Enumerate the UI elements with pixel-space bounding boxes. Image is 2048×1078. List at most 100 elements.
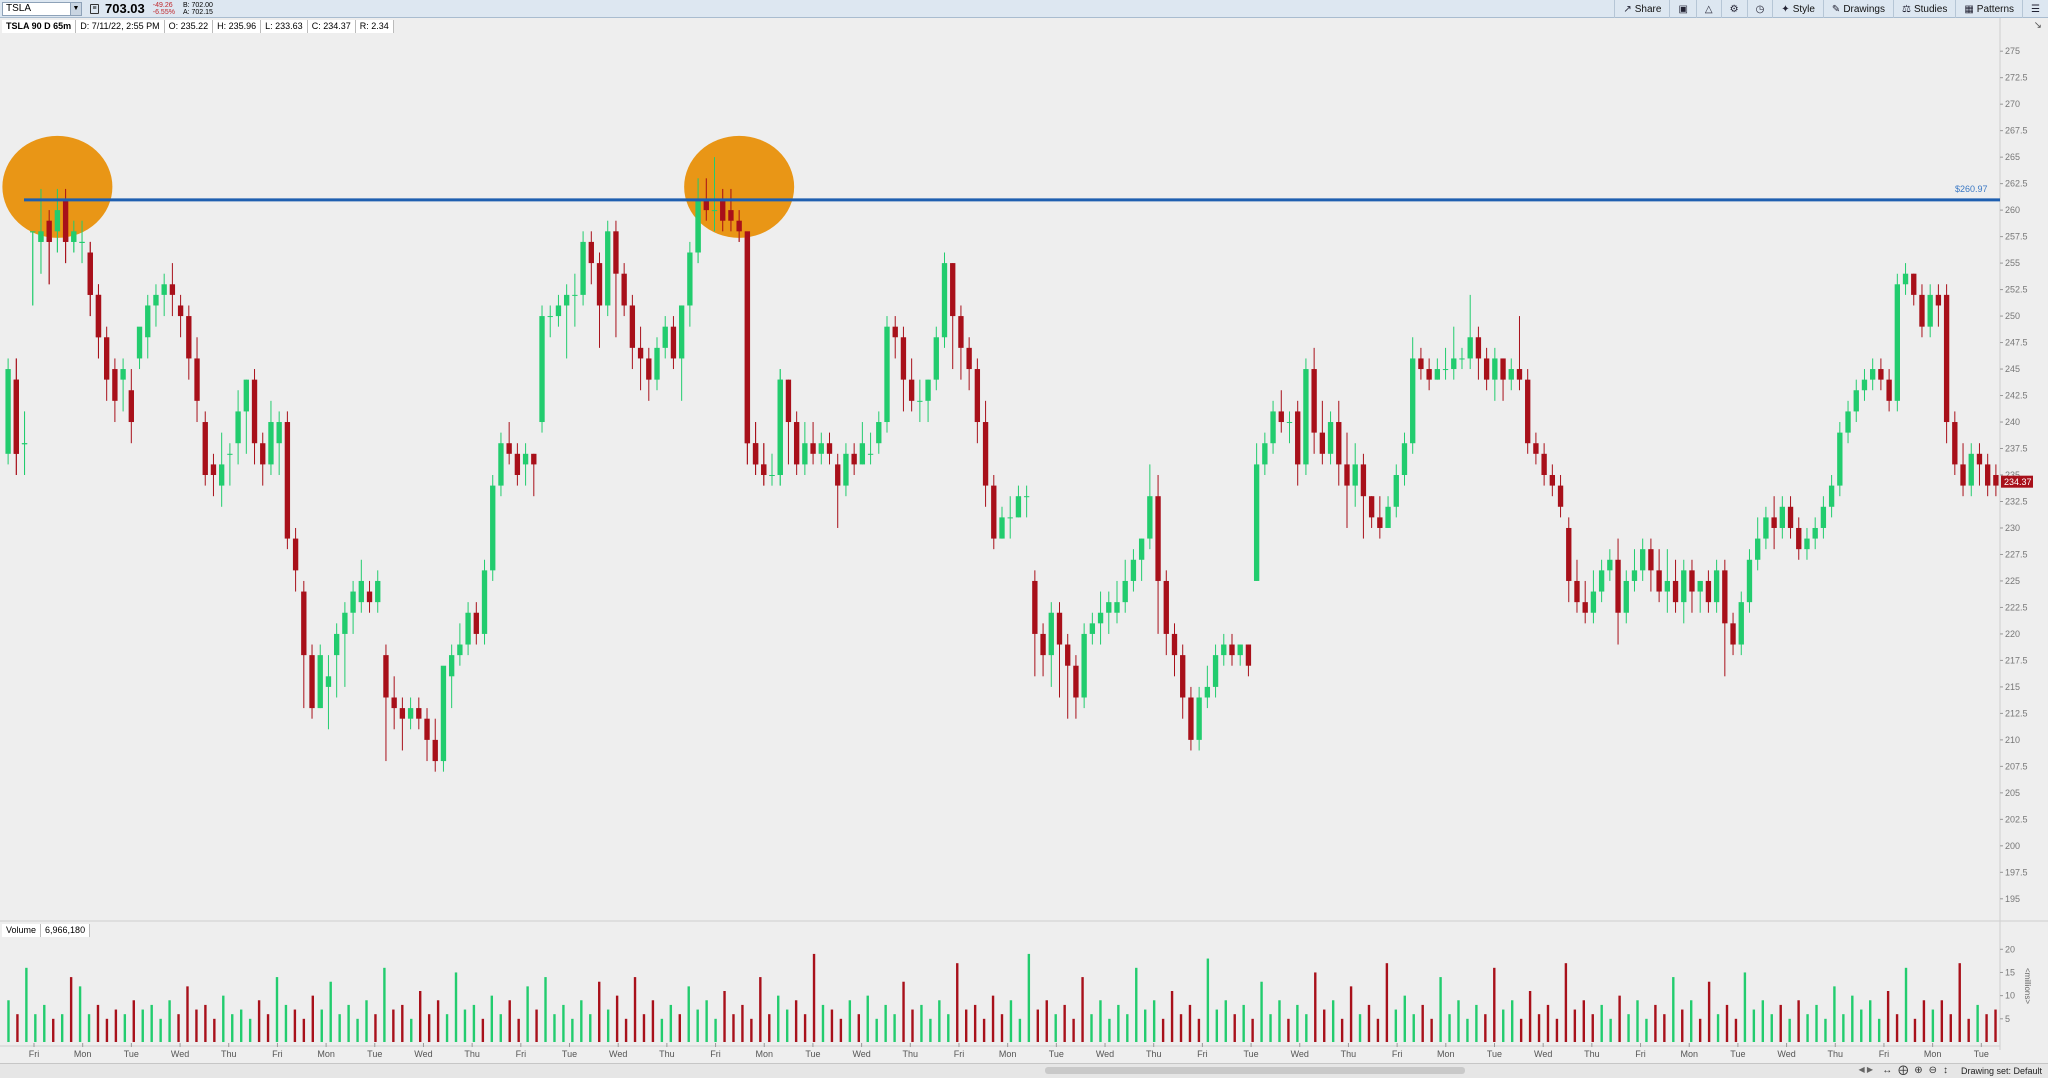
volume-bar (445, 1014, 449, 1042)
volume-bar (1296, 1004, 1299, 1042)
expand-icon[interactable]: ↔ (1882, 1065, 1893, 1076)
drawing-set-label[interactable]: Drawing set: Default (1960, 1066, 2042, 1076)
volume-bar (1457, 1000, 1460, 1042)
candle-body (1459, 358, 1465, 360)
candle-body (1196, 697, 1202, 740)
drawings-button[interactable]: ✎ Drawings (1822, 0, 1893, 18)
volume-bar (1242, 1004, 1245, 1042)
candle-body (366, 591, 373, 603)
top-toolbar: TSLA ▼ ≡ 703.03 -49.26 -6.55% B: 702.00 … (0, 0, 2048, 18)
candle-body (1598, 570, 1605, 592)
drawings-icon: ✎ (1831, 3, 1841, 15)
volume-bar (1117, 1004, 1120, 1042)
collapse-icon[interactable]: ↘ (2033, 20, 2042, 31)
candle-body (1434, 369, 1441, 380)
volume-bar (1000, 1014, 1004, 1042)
volume-bar (562, 1004, 565, 1042)
patterns-button[interactable]: ▦ Patterns (1955, 0, 2022, 18)
candle-body (1886, 379, 1892, 401)
volume-bar (615, 995, 619, 1042)
candle-body (563, 294, 570, 306)
candle-body (982, 422, 989, 486)
volume-bar (1815, 1004, 1818, 1042)
volume-bar (633, 977, 637, 1042)
volume-bar (69, 977, 73, 1042)
quote-details-icon[interactable]: ≡ (90, 3, 99, 14)
candle-body (1221, 644, 1227, 656)
candle-body (662, 326, 668, 348)
time-tick-label: Tue (1487, 1049, 1502, 1059)
candle-body (120, 369, 126, 380)
time-tick-label: Wed (414, 1049, 432, 1059)
volume-bar (1976, 1004, 1979, 1042)
time-tick-label: Mon (1437, 1049, 1455, 1059)
volume-bar (222, 995, 225, 1042)
candle-body (448, 655, 455, 677)
candle-body (1401, 443, 1408, 475)
candle-body (219, 464, 225, 486)
candle-body (1492, 358, 1498, 380)
candle-body (1911, 273, 1917, 295)
price-tick-label: 217.5 (2005, 655, 2028, 665)
candle-body (785, 379, 792, 423)
volume-bar (1260, 981, 1263, 1042)
studies-label: Studies (1913, 3, 1948, 15)
candle-body (646, 358, 652, 380)
candle-body (1163, 580, 1169, 634)
candle-body (309, 655, 315, 709)
time-tick-label: Tue (1974, 1049, 1989, 1059)
studies-button[interactable]: ⚖ Studies (1893, 0, 1955, 18)
volume-bar (1788, 1018, 1791, 1042)
volume-bar (320, 1009, 323, 1042)
volume-bar (1949, 1014, 1952, 1042)
volume-tick-label: 15 (2005, 967, 2015, 977)
candle-body (728, 210, 734, 221)
flask-button[interactable]: △ (1695, 0, 1721, 18)
style-button[interactable]: ✦ Style (1772, 0, 1823, 18)
snapshot-button[interactable]: ▣ (1669, 0, 1695, 18)
symbol-selector[interactable]: TSLA ▼ (2, 1, 82, 16)
zoom-out-icon[interactable]: ⊖ (1928, 1065, 1937, 1076)
candle-body (276, 422, 282, 444)
time-tick-label: Fri (1197, 1049, 1208, 1059)
time-tick-label: Tue (1049, 1049, 1064, 1059)
candle-body (153, 294, 159, 306)
settings-button[interactable]: ⚙ (1720, 0, 1747, 18)
volume-bar (1385, 963, 1389, 1042)
zoom-in-icon[interactable]: ⊕ (1914, 1065, 1923, 1076)
volume-bar (427, 1014, 431, 1042)
volume-bar (1895, 1014, 1899, 1042)
volume-bar (1752, 1009, 1756, 1042)
horizontal-scrollbar[interactable] (1045, 1067, 1465, 1074)
time-tick-label: Mon (999, 1049, 1017, 1059)
candle-body (1147, 496, 1153, 539)
time-button[interactable]: ◷ (1746, 0, 1773, 18)
volume-bar (651, 1000, 655, 1042)
candle-body (991, 485, 997, 539)
volume-bar (401, 1004, 404, 1042)
volume-bar (1877, 1018, 1881, 1042)
candle-body (1870, 369, 1876, 380)
pan-icon[interactable]: ↕ (1943, 1065, 1948, 1076)
menu-button[interactable]: ☰ (2022, 0, 2048, 18)
candle-body (851, 453, 857, 465)
candle-body (933, 337, 939, 380)
volume-bar (1502, 1009, 1505, 1042)
candle-body (1270, 411, 1276, 444)
crosshair-icon[interactable]: ⨁ (1898, 1065, 1909, 1076)
chevron-down-icon[interactable]: ▼ (70, 2, 81, 15)
scroll-arrows-icon[interactable]: ◀ ▶ (1858, 1065, 1873, 1074)
study-title[interactable]: TSLA 90 D 65m (2, 20, 77, 33)
share-button[interactable]: ↗ Share (1614, 0, 1669, 18)
volume-title[interactable]: Volume (2, 924, 42, 937)
volume-bar (884, 1004, 887, 1042)
snapshot-icon: ▣ (1678, 3, 1688, 15)
volume-bar (1636, 1000, 1639, 1042)
candle-body (1385, 506, 1391, 528)
volume-bar (991, 995, 995, 1042)
volume-bar (275, 977, 279, 1042)
volume-bar (1958, 963, 1961, 1042)
candle-body (711, 210, 718, 212)
candle-body (62, 199, 69, 242)
